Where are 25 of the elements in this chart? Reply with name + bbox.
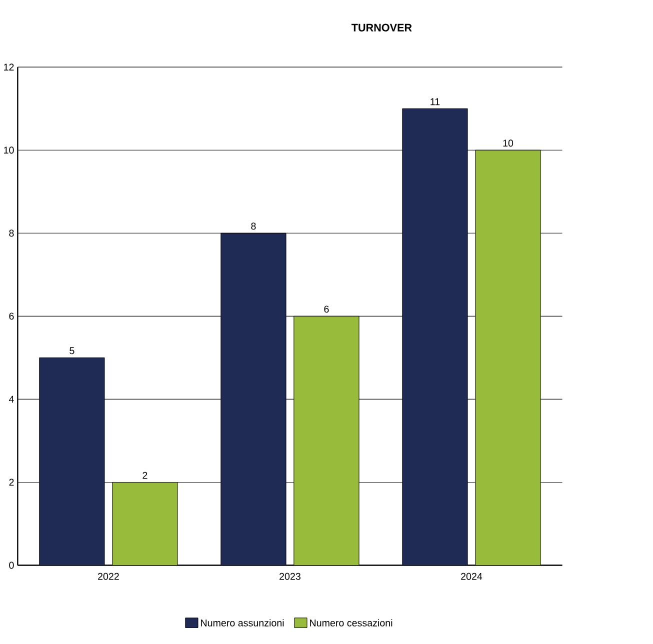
bar	[39, 357, 105, 566]
y-tick-label: 8	[9, 230, 14, 237]
bar	[475, 150, 541, 566]
bar	[112, 482, 178, 566]
legend-label: Numero assunzioni	[201, 619, 284, 626]
bar	[402, 108, 468, 566]
x-tick-label: 2023	[280, 572, 300, 580]
x-tick-label: 2022	[98, 572, 119, 580]
y-tick-label: 2	[9, 478, 14, 486]
data-label: 11	[430, 98, 440, 105]
y-tick-label: 6	[9, 312, 14, 320]
legend-label: Numero cessazioni	[310, 619, 392, 626]
bar	[294, 316, 360, 566]
chart-title: TURNOVER	[352, 24, 412, 32]
y-tick-label: 4	[8, 396, 14, 402]
y-tick-label: 0	[9, 562, 14, 569]
bar	[220, 232, 286, 566]
data-label: 5	[70, 347, 74, 354]
data-label: 2	[142, 472, 148, 479]
data-label: 6	[324, 306, 329, 313]
x-tick-label: 2024	[461, 572, 482, 580]
y-tick-label: 12	[4, 64, 14, 70]
data-label: 8	[251, 222, 256, 230]
y-tick-label: 10	[4, 146, 14, 154]
data-label: 10	[503, 140, 514, 146]
